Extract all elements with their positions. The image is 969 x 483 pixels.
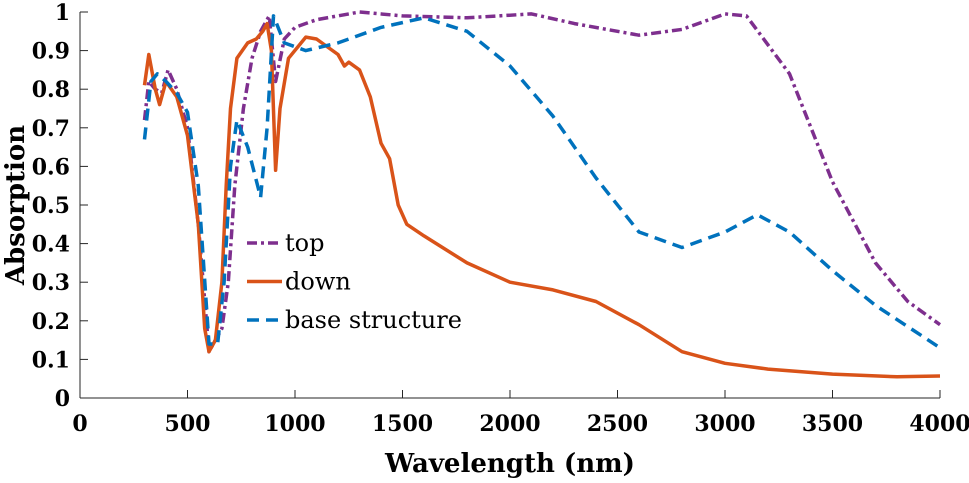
x-tick-label: 1500 <box>372 411 433 437</box>
legend-label: top <box>285 229 324 257</box>
y-tick-label: 0.3 <box>32 270 70 296</box>
y-tick-label: 0 <box>55 386 70 412</box>
x-tick-label: 3500 <box>802 411 863 437</box>
x-axis-label: Wavelength (nm) <box>384 449 635 479</box>
x-tick-label: 0 <box>72 411 87 437</box>
y-tick-label: 0.4 <box>32 232 70 258</box>
legend-label: base structure <box>285 306 462 334</box>
y-tick-label: 0.8 <box>32 77 70 103</box>
legend: top down base structure <box>247 229 462 334</box>
axes: 0 500 1000 1500 2000 2500 3000 3500 4000 0 0.1 0.2 0… <box>32 0 969 437</box>
y-tick-label: 0.2 <box>32 309 70 335</box>
legend-label: down <box>285 268 351 296</box>
y-axis-label: Absorption <box>1 125 31 286</box>
x-tick-label: 1000 <box>264 411 325 437</box>
series-lines <box>142 10 942 379</box>
x-tick-label: 2500 <box>587 411 648 437</box>
series-line-base-structure <box>142 14 941 350</box>
x-tick-label: 3000 <box>694 411 755 437</box>
y-tick-label: 0.9 <box>32 39 70 65</box>
x-tick-label: 500 <box>165 411 211 437</box>
series-line-down <box>142 21 941 379</box>
series-line-top <box>142 10 942 354</box>
y-tick-label: 0.6 <box>32 154 70 180</box>
y-tick-label: 1 <box>55 0 70 26</box>
y-tick-label: 0.7 <box>32 116 70 142</box>
x-tick-label: 2000 <box>479 411 540 437</box>
y-tick-label: 0.5 <box>32 193 70 219</box>
y-tick-label: 0.1 <box>32 347 70 373</box>
x-tick-label: 4000 <box>909 411 969 437</box>
